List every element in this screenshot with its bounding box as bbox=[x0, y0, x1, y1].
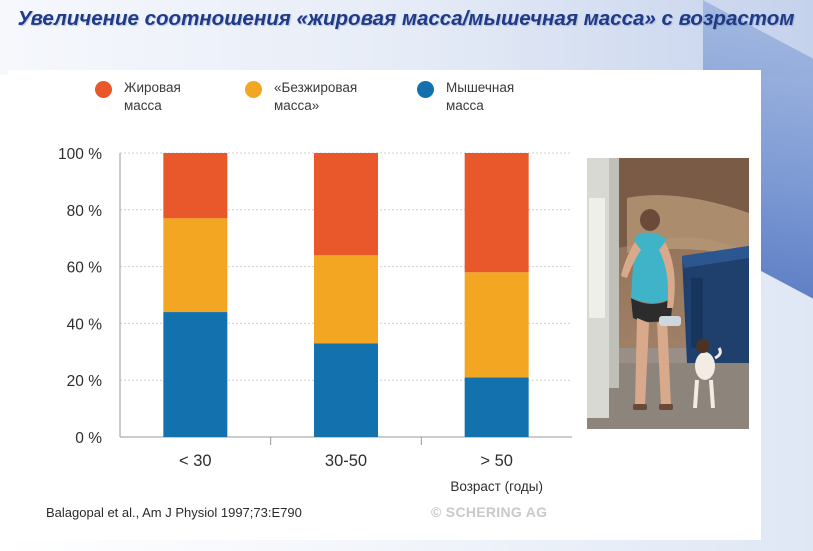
bar-segment bbox=[464, 272, 529, 378]
bar-segment bbox=[464, 153, 529, 273]
citation: Balagopal et al., Am J Physiol 1997;73:E… bbox=[46, 505, 302, 520]
x-axis-label: Возраст (годы) bbox=[450, 479, 543, 494]
y-tick-label: 80 % bbox=[67, 203, 103, 220]
x-tick-label: > 50 bbox=[480, 452, 513, 470]
title-band bbox=[0, 0, 813, 75]
bar-segment bbox=[314, 343, 378, 437]
x-tick-label: < 30 bbox=[179, 452, 212, 470]
bar-segment bbox=[163, 153, 228, 219]
y-tick-label: 100 % bbox=[58, 146, 102, 163]
legend-label-lean: «Безжировая масса» bbox=[274, 80, 358, 113]
x-tick-label: 30-50 bbox=[325, 452, 367, 470]
bar-segment bbox=[163, 218, 228, 313]
y-tick-label: 40 % bbox=[67, 316, 103, 333]
bar-segment bbox=[314, 255, 378, 344]
bar-segment bbox=[314, 153, 378, 256]
legend-dot-fat bbox=[95, 81, 112, 98]
legend-label-fat: Жировая масса bbox=[124, 80, 181, 113]
person-with-dog-photo bbox=[587, 158, 749, 429]
legend-label-muscle: Мышечная масса bbox=[446, 80, 515, 113]
legend-dot-lean bbox=[245, 81, 262, 98]
watermark: © SCHERING AG bbox=[431, 504, 548, 520]
legend-dot-muscle bbox=[417, 81, 434, 98]
y-tick-label: 60 % bbox=[67, 260, 103, 277]
y-tick-label: 20 % bbox=[67, 373, 103, 390]
bar-segment bbox=[464, 377, 529, 437]
y-tick-label: 0 % bbox=[75, 430, 102, 447]
bar-segment bbox=[163, 312, 228, 437]
slide-title: Увеличение соотношения «жировая масса/мы… bbox=[17, 7, 795, 30]
